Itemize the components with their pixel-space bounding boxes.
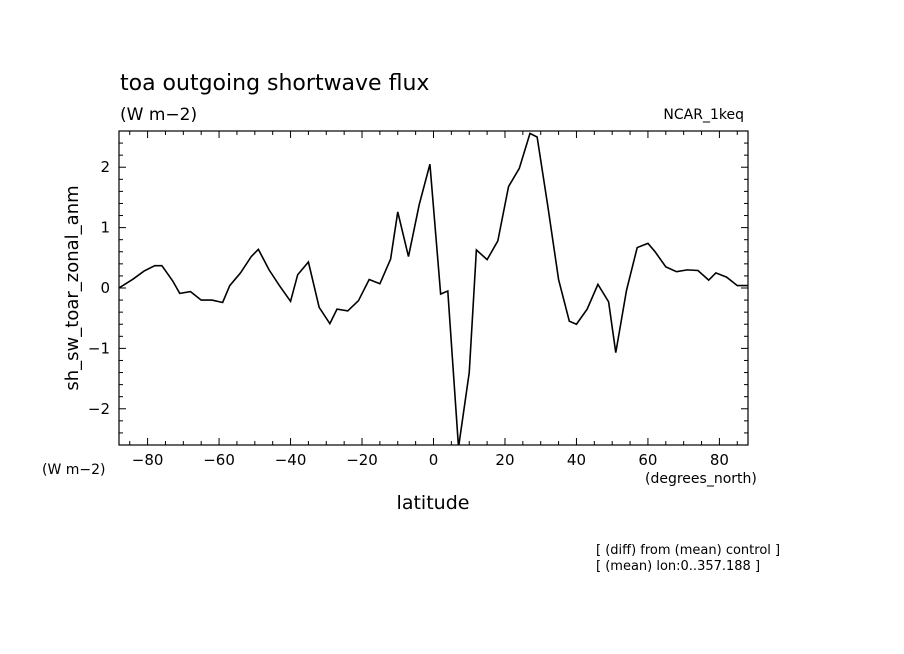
y-axis-label: sh_sw_toar_zonal_anm [62, 185, 83, 390]
y-tick-label: 0 [100, 279, 110, 297]
y-units-label: (W m−2) [42, 462, 106, 478]
x-tick-label: 60 [638, 451, 657, 469]
y-tick-label: 1 [100, 219, 110, 237]
x-axis-label: latitude [397, 492, 470, 514]
chart-title: toa outgoing shortwave flux [120, 71, 429, 96]
footnote-diff: [ (diff) from (mean) control ] [596, 543, 780, 558]
x-tick-label: −80 [132, 451, 164, 469]
series-layer [119, 132, 748, 445]
y-axis: −2 −1 0 1 2 [88, 142, 748, 434]
y-tick-label: 2 [100, 158, 110, 176]
x-tick-label: −60 [203, 451, 235, 469]
x-axis: −80 −60 −40 −20 0 20 40 60 80 [129, 131, 738, 469]
x-tick-label: −20 [346, 451, 378, 469]
footnote-mean: [ (mean) lon:0..357.188 ] [596, 559, 760, 574]
x-tick-label: 20 [495, 451, 514, 469]
y-tick-label: −2 [88, 400, 110, 418]
y-tick-label: −1 [88, 339, 110, 357]
model-label: NCAR_1keq [663, 107, 744, 123]
x-tick-label: 40 [567, 451, 586, 469]
x-tick-label: 0 [429, 451, 439, 469]
plot-frame [118, 130, 749, 446]
chart-subtitle: (W m−2) [120, 105, 197, 125]
x-tick-label: 80 [710, 451, 729, 469]
x-units-label: (degrees_north) [645, 471, 757, 487]
series-line-0 [119, 132, 748, 445]
x-tick-label: −40 [275, 451, 307, 469]
